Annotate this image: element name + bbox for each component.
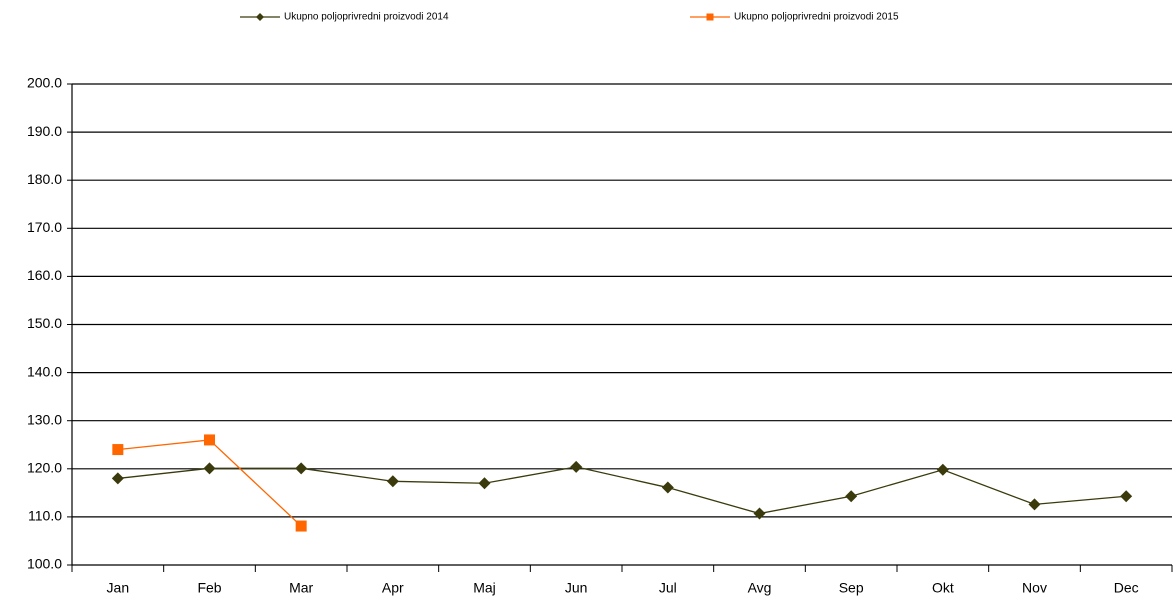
x-tick-label: Mar bbox=[289, 580, 313, 596]
marker bbox=[753, 507, 766, 520]
marker bbox=[661, 481, 674, 494]
legend-label: Ukupno poljoprivredni proizvodi 2014 bbox=[284, 12, 449, 23]
marker bbox=[478, 477, 491, 490]
marker bbox=[295, 520, 307, 532]
x-tick-label: Sep bbox=[839, 580, 864, 596]
marker bbox=[256, 13, 264, 21]
series-line bbox=[117, 466, 1127, 515]
marker bbox=[845, 490, 858, 503]
y-tick-label: 130.0 bbox=[27, 411, 62, 427]
x-tick-label: Jun bbox=[565, 580, 588, 596]
x-tick-label: Maj bbox=[473, 580, 496, 596]
y-tick-label: 150.0 bbox=[27, 315, 62, 331]
marker bbox=[936, 463, 949, 476]
marker bbox=[204, 434, 215, 446]
x-tick-label: Jul bbox=[659, 580, 677, 596]
y-tick-label: 120.0 bbox=[27, 460, 62, 476]
x-tick-label: Jan bbox=[107, 580, 130, 596]
x-tick-label: Okt bbox=[932, 580, 954, 596]
y-tick-label: 100.0 bbox=[27, 556, 62, 572]
marker bbox=[570, 460, 583, 473]
x-tick-label: Feb bbox=[197, 580, 221, 596]
y-tick-label: 110.0 bbox=[28, 508, 62, 524]
y-tick-label: 200.0 bbox=[27, 75, 62, 91]
series-line bbox=[117, 439, 302, 527]
marker bbox=[112, 444, 124, 456]
y-tick-label: 170.0 bbox=[27, 219, 62, 235]
marker bbox=[203, 462, 216, 475]
marker bbox=[1120, 490, 1133, 503]
marker bbox=[386, 475, 399, 488]
x-tick-label: Nov bbox=[1022, 580, 1047, 596]
x-tick-label: Avg bbox=[748, 580, 772, 596]
y-tick-label: 160.0 bbox=[27, 267, 62, 283]
marker bbox=[295, 462, 308, 475]
marker bbox=[1028, 498, 1041, 511]
x-tick-label: Apr bbox=[382, 580, 404, 596]
y-tick-label: 190.0 bbox=[27, 123, 62, 139]
x-tick-label: Dec bbox=[1114, 580, 1139, 596]
y-tick-label: 140.0 bbox=[27, 363, 62, 379]
marker bbox=[706, 13, 714, 21]
legend-label: Ukupno poljoprivredni proizvodi 2015 bbox=[734, 12, 899, 23]
marker bbox=[111, 472, 124, 485]
y-tick-label: 180.0 bbox=[27, 171, 62, 187]
